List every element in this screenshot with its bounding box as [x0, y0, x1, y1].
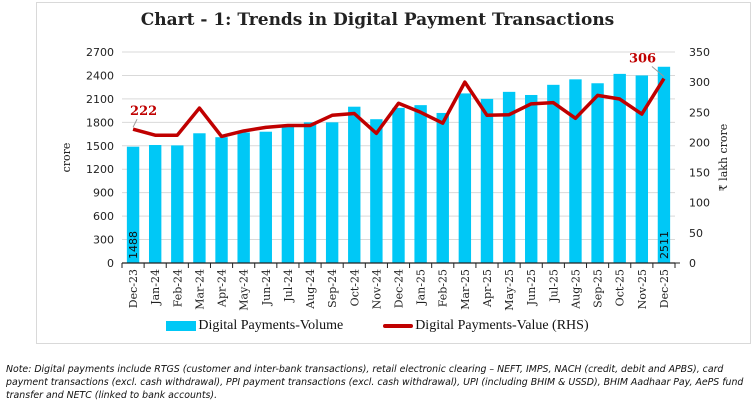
bar: [613, 73, 626, 263]
data-label-last-bar: 2511: [658, 231, 671, 259]
y-tick-label: 600: [93, 210, 114, 223]
x-tick-label: Jul-24: [282, 269, 295, 303]
y2-tick-label: 50: [689, 227, 703, 240]
legend-item-value: Digital Payments-Value (RHS): [383, 318, 589, 334]
x-tick-label: Jun-24: [260, 269, 273, 306]
bar: [303, 122, 317, 263]
x-tick-label: Mar-25: [459, 269, 472, 310]
x-tick-label: Feb-25: [437, 269, 450, 307]
bar: [259, 131, 272, 263]
bar: [547, 84, 560, 263]
footnote: Note: Digital payments include RTGS (cus…: [6, 363, 746, 402]
bar: [171, 145, 184, 263]
y2-tick-label: 250: [689, 106, 710, 119]
x-tick-label: Dec-25: [658, 269, 671, 308]
x-tick-label: Oct-25: [614, 269, 627, 306]
y-tick-label: 2700: [86, 46, 114, 59]
x-tick-label: Aug-25: [569, 269, 582, 310]
y2-tick-label: 350: [689, 46, 710, 59]
y2-axis-label: ₹ lakh crore: [717, 124, 730, 192]
y-tick-label: 900: [93, 187, 114, 200]
y2-tick-label: 0: [689, 257, 696, 270]
bar: [348, 106, 361, 263]
x-tick-label: Jul-25: [547, 269, 560, 303]
bar: [525, 94, 538, 264]
x-tick-label: Aug-24: [304, 269, 317, 310]
bar: [480, 98, 494, 263]
bar: [657, 66, 671, 264]
bar: [392, 107, 405, 264]
bar: [281, 126, 295, 263]
note-text: : Digital payments include RTGS (custome…: [6, 364, 744, 401]
bar: [569, 79, 582, 263]
x-tick-label: Dec-24: [393, 269, 406, 308]
leader-line: [651, 66, 665, 77]
bar: [414, 105, 427, 263]
bar: [436, 112, 449, 263]
y-axis-label: crore: [60, 143, 73, 173]
legend: Digital Payments-Volume Digital Payments…: [0, 318, 755, 334]
x-tick-label: May-25: [503, 269, 516, 311]
legend-swatch-bar: [166, 321, 197, 331]
note-label: Note: [6, 364, 29, 375]
legend-swatch-line: [383, 324, 414, 328]
y-tick-label: 1500: [86, 140, 114, 153]
bar: [458, 93, 472, 263]
bar: [215, 137, 228, 263]
data-label-first-bar: 1488: [127, 231, 140, 259]
y2-tick-label: 150: [689, 167, 710, 180]
x-tick-label: Sep-24: [326, 269, 339, 308]
y-tick-label: 300: [93, 234, 114, 247]
data-label-last-line: 306: [629, 52, 656, 67]
x-tick-label: Jan-25: [415, 269, 428, 306]
y-tick-label: 2100: [86, 93, 114, 106]
x-tick-label: Jun-25: [525, 269, 538, 306]
legend-label-value: Digital Payments-Value (RHS): [415, 318, 589, 333]
x-tick-label: May-24: [238, 269, 251, 311]
x-tick-label: Oct-24: [348, 269, 361, 306]
legend-label-volume: Digital Payments-Volume: [198, 318, 344, 333]
bar: [370, 119, 383, 264]
bar: [126, 146, 140, 263]
y-tick-label: 2400: [86, 69, 114, 82]
x-tick-label: Dec-23: [127, 269, 140, 308]
y-tick-label: 1200: [86, 163, 114, 176]
chart-title: Chart - 1: Trends in Digital Payment Tra…: [140, 10, 615, 30]
bar: [325, 122, 339, 263]
y-tick-label: 1800: [86, 116, 114, 129]
x-tick-label: Feb-24: [171, 269, 184, 307]
bar: [193, 133, 206, 263]
bar: [635, 75, 649, 263]
bar: [237, 132, 250, 263]
y2-tick-label: 100: [689, 197, 710, 210]
data-label-first-line: 222: [130, 104, 157, 119]
y2-tick-label: 200: [689, 136, 710, 149]
leader-line: [132, 118, 138, 128]
bar: [502, 91, 516, 263]
bar: [148, 144, 162, 263]
x-tick-label: Mar-24: [193, 269, 206, 310]
x-tick-label: Nov-25: [636, 269, 649, 309]
legend-item-volume: Digital Payments-Volume: [166, 318, 343, 334]
x-tick-label: Apr-25: [481, 269, 494, 308]
y-tick-label: 0: [107, 257, 114, 270]
chart-frame: [36, 2, 751, 344]
y2-tick-label: 300: [689, 76, 710, 89]
chart-plot: 0 300 600 900 1200 1500 1800 2100 2400 2700 0 50 100…: [60, 46, 730, 311]
x-tick-label: Nov-24: [370, 269, 383, 309]
bar: [591, 83, 604, 263]
x-tick-label: Apr-24: [216, 269, 229, 308]
x-tick-label: Jan-24: [149, 269, 162, 306]
x-tick-label: Sep-25: [592, 269, 605, 308]
